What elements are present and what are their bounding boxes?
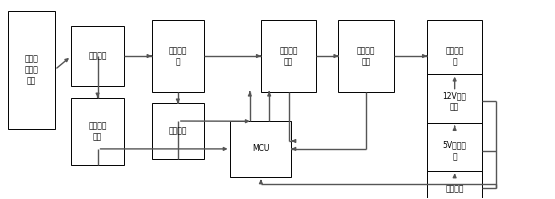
Bar [71, 26, 124, 86]
Text: 太阳能
电池板
接口: 太阳能 电池板 接口 [24, 54, 38, 85]
Text: 前压检测
单元: 前压检测 单元 [88, 121, 107, 141]
Bar [230, 121, 291, 177]
Text: 主降压单
元: 主降压单 元 [169, 46, 187, 66]
Bar [71, 98, 124, 165]
Text: 均衡充电
单元: 均衡充电 单元 [357, 46, 375, 66]
Text: 12V降压
单元: 12V降压 单元 [443, 91, 467, 111]
Text: 反馈单元: 反馈单元 [169, 127, 187, 136]
Bar [427, 74, 482, 129]
Text: 电池组接
口: 电池组接 口 [446, 46, 464, 66]
Bar [8, 11, 55, 129]
Bar [261, 20, 316, 92]
Text: 烧录接口: 烧录接口 [446, 184, 464, 193]
Text: 5V降压单
元: 5V降压单 元 [443, 141, 467, 161]
Bar [427, 171, 482, 199]
Text: MCU: MCU [252, 144, 270, 153]
Bar [339, 20, 393, 92]
Bar [152, 103, 204, 159]
Bar [427, 20, 482, 92]
Bar [152, 20, 204, 92]
Text: 滤波单元: 滤波单元 [88, 52, 107, 60]
Text: 电流检测
单元: 电流检测 单元 [279, 46, 298, 66]
Bar [427, 123, 482, 179]
